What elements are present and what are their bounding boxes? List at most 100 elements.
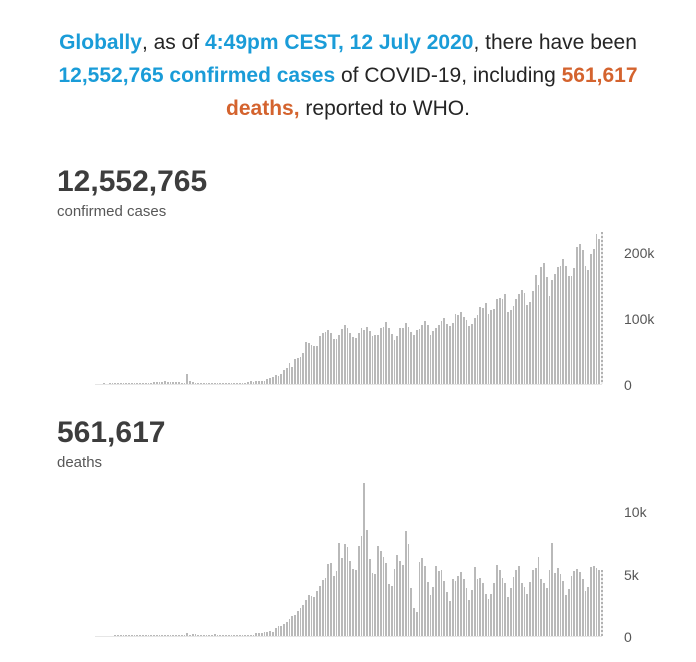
daily-bar[interactable] (142, 383, 144, 384)
daily-bar[interactable] (180, 382, 183, 384)
daily-bar[interactable] (429, 334, 432, 384)
daily-bar[interactable] (343, 543, 346, 636)
daily-bar[interactable] (316, 346, 319, 384)
daily-bar[interactable] (103, 383, 106, 384)
daily-bar[interactable] (288, 619, 291, 636)
daily-bar[interactable] (471, 590, 473, 636)
daily-bar[interactable] (446, 323, 448, 384)
daily-bar[interactable] (252, 381, 255, 384)
daily-bar[interactable] (341, 329, 343, 384)
daily-bar[interactable] (236, 635, 238, 636)
daily-bar[interactable] (576, 246, 578, 384)
daily-bar[interactable] (307, 342, 310, 384)
daily-bar[interactable] (496, 565, 498, 636)
daily-bar[interactable] (509, 310, 512, 384)
daily-bar[interactable] (357, 333, 360, 384)
daily-bar[interactable] (462, 578, 465, 636)
daily-bar[interactable] (130, 635, 133, 636)
daily-bar[interactable] (366, 327, 368, 384)
daily-bar[interactable] (133, 635, 136, 636)
daily-bar[interactable] (443, 318, 446, 384)
daily-bar[interactable] (581, 578, 584, 636)
daily-bar[interactable] (305, 342, 307, 384)
daily-bar[interactable] (349, 561, 352, 636)
daily-bar[interactable] (338, 543, 341, 636)
daily-bar[interactable] (529, 581, 531, 636)
daily-bar[interactable] (471, 323, 473, 384)
daily-bar[interactable] (578, 243, 581, 384)
daily-bar[interactable] (230, 635, 233, 636)
daily-bar[interactable] (183, 382, 186, 384)
daily-bar[interactable] (291, 366, 294, 384)
daily-bar[interactable] (562, 259, 565, 384)
daily-bar[interactable] (194, 382, 197, 384)
daily-bar[interactable] (435, 565, 437, 636)
daily-bar[interactable] (327, 329, 330, 384)
daily-bar[interactable] (213, 634, 216, 636)
daily-bar[interactable] (415, 611, 418, 636)
daily-bar[interactable] (285, 622, 288, 636)
daily-bar[interactable] (202, 634, 205, 636)
daily-bar[interactable] (484, 302, 487, 384)
daily-bar[interactable] (504, 294, 507, 384)
daily-bar[interactable] (388, 327, 390, 384)
daily-bar[interactable] (460, 572, 462, 636)
daily-bar[interactable] (200, 634, 202, 636)
daily-bar[interactable] (565, 266, 567, 384)
daily-bar[interactable] (587, 270, 590, 384)
daily-bar[interactable] (534, 274, 537, 384)
daily-bar[interactable] (291, 615, 294, 636)
daily-bar[interactable] (567, 589, 570, 636)
daily-bar[interactable] (150, 382, 153, 384)
daily-bar[interactable] (114, 383, 117, 384)
daily-bar[interactable] (142, 635, 144, 636)
daily-bar[interactable] (512, 305, 515, 384)
daily-bar[interactable] (501, 299, 504, 384)
daily-bar[interactable] (177, 382, 180, 384)
daily-bar[interactable] (208, 383, 211, 384)
daily-bar[interactable] (219, 383, 222, 384)
daily-bar[interactable] (205, 634, 208, 636)
daily-bar[interactable] (169, 381, 172, 384)
daily-bar[interactable] (324, 331, 327, 384)
daily-bar[interactable] (186, 374, 189, 384)
daily-bar[interactable] (238, 382, 241, 384)
daily-bar[interactable] (468, 325, 471, 384)
daily-bar[interactable] (363, 330, 366, 384)
daily-bar[interactable] (125, 383, 128, 384)
daily-bar[interactable] (310, 345, 313, 384)
daily-bar[interactable] (462, 317, 465, 384)
daily-bar[interactable] (158, 635, 161, 636)
daily-bar[interactable] (330, 333, 332, 384)
daily-bar[interactable] (498, 570, 501, 636)
daily-bar[interactable] (139, 635, 142, 636)
daily-bar[interactable] (396, 335, 399, 384)
daily-bar[interactable] (529, 301, 531, 384)
daily-bar[interactable] (543, 583, 545, 636)
daily-bar[interactable] (211, 634, 213, 636)
daily-bar[interactable] (189, 635, 191, 636)
daily-bar[interactable] (520, 582, 523, 636)
daily-bar[interactable] (117, 635, 119, 636)
daily-bar[interactable] (426, 582, 429, 636)
confirmed-cases-plot[interactable] (95, 229, 603, 385)
daily-bar[interactable] (437, 571, 440, 636)
daily-bar[interactable] (144, 635, 147, 636)
daily-bar[interactable] (531, 570, 534, 636)
daily-bar[interactable] (493, 583, 496, 636)
daily-bar[interactable] (238, 634, 241, 636)
daily-bar[interactable] (357, 545, 360, 636)
daily-bar[interactable] (274, 374, 277, 384)
daily-bar[interactable] (496, 299, 498, 384)
daily-bar[interactable] (175, 382, 177, 384)
daily-bar[interactable] (280, 374, 283, 384)
daily-bar[interactable] (490, 593, 493, 636)
daily-bar[interactable] (426, 325, 429, 384)
daily-bar[interactable] (465, 587, 468, 636)
daily-bar[interactable] (122, 383, 125, 384)
daily-bar[interactable] (501, 577, 504, 636)
daily-bar[interactable] (567, 275, 570, 384)
daily-bar[interactable] (410, 587, 413, 636)
daily-bar[interactable] (526, 593, 529, 636)
daily-bar[interactable] (213, 383, 216, 384)
